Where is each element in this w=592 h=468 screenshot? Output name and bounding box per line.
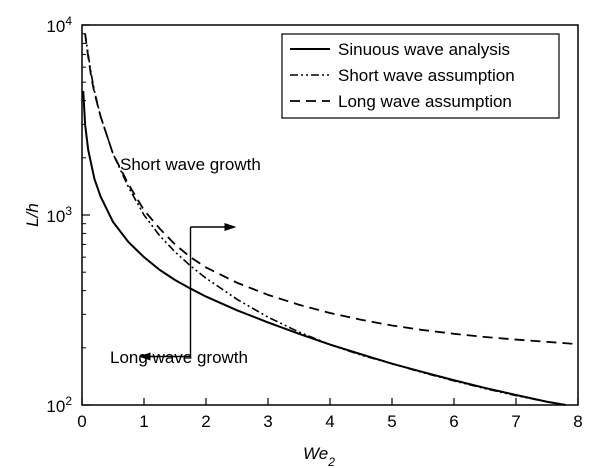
short-wave-arrowhead: [224, 223, 237, 231]
legend-label-sinuous: Sinuous wave analysis: [338, 40, 510, 59]
annotation-long-wave-growth: Long wave growth: [110, 348, 248, 367]
x-tick-label-8: 8: [573, 412, 582, 431]
long-wave-arrowhead: [138, 352, 151, 361]
y-tick-label-1: 103: [46, 204, 72, 226]
series-short-wave-assumption: [84, 33, 566, 406]
annotations: Short wave growth Long wave growth: [110, 155, 261, 367]
x-tick-label-2: 2: [201, 412, 210, 431]
series-layer: [82, 33, 579, 406]
y-tick-label-2: 104: [46, 14, 72, 36]
x-tick-label-0: 0: [77, 412, 86, 431]
x-tick-label-7: 7: [511, 412, 520, 431]
x-tick-label-3: 3: [263, 412, 272, 431]
x-axis-title: We2: [303, 444, 335, 468]
annotation-short-wave-growth: Short wave growth: [120, 155, 261, 174]
x-axis-title-main: We: [303, 444, 328, 463]
y-tick-label-0: 102: [46, 394, 72, 416]
y-axis-ticks: 102 103 104: [46, 14, 90, 416]
x-tick-label-4: 4: [325, 412, 334, 431]
legend-label-long: Long wave assumption: [338, 92, 512, 111]
x-axis-title-sub: 2: [327, 455, 335, 468]
legend: Sinuous wave analysis Short wave assumpt…: [281, 33, 560, 119]
x-tick-label-6: 6: [449, 412, 458, 431]
y-axis-title: L/h: [23, 203, 42, 227]
x-axis-ticks: 0 1 2 3 4 5 6 7 8: [77, 398, 583, 431]
series-long-wave-assumption: [84, 33, 579, 346]
legend-label-short: Short wave assumption: [338, 66, 515, 85]
x-tick-label-5: 5: [387, 412, 396, 431]
x-tick-label-1: 1: [139, 412, 148, 431]
series-sinuous-wave-analysis: [82, 90, 566, 406]
